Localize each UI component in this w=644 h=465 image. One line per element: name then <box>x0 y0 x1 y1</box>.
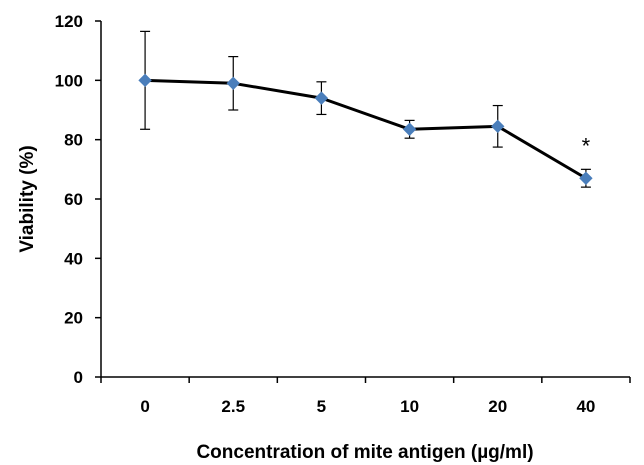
y-axis-title: Viability (%) <box>17 145 38 252</box>
x-tick-label: 0 <box>140 397 149 416</box>
data-point <box>314 91 329 105</box>
y-tick-label: 0 <box>74 368 83 387</box>
y-ticks: 0 20 40 60 80 100 120 <box>55 12 101 387</box>
y-tick-label: 80 <box>64 131 83 150</box>
x-ticks: 0 2.5 5 10 20 40 <box>100 377 631 416</box>
axes <box>100 21 630 378</box>
x-tick-label: 20 <box>488 397 507 416</box>
series-lines <box>145 78 587 180</box>
data-points <box>138 73 593 185</box>
y-tick-label: 120 <box>55 12 83 31</box>
y-tick-label: 60 <box>64 190 83 209</box>
error-bars <box>140 30 591 188</box>
annotations: * <box>582 133 591 158</box>
data-point <box>138 73 152 88</box>
x-tick-label: 5 <box>317 397 326 416</box>
y-tick-label: 100 <box>55 71 83 90</box>
significance-asterisk: * <box>582 133 591 158</box>
y-tick-label: 40 <box>64 249 83 268</box>
x-tick-label: 2.5 <box>221 397 245 416</box>
data-point <box>226 76 240 91</box>
x-tick-label: 40 <box>576 397 595 416</box>
data-point <box>402 122 417 136</box>
x-tick-label: 10 <box>400 397 419 416</box>
data-point <box>579 171 593 185</box>
series-line <box>145 78 587 180</box>
data-point <box>491 119 505 134</box>
y-tick-label: 20 <box>64 309 83 328</box>
x-axis-title: Concentration of mite antigen (µg/ml) <box>196 442 533 463</box>
